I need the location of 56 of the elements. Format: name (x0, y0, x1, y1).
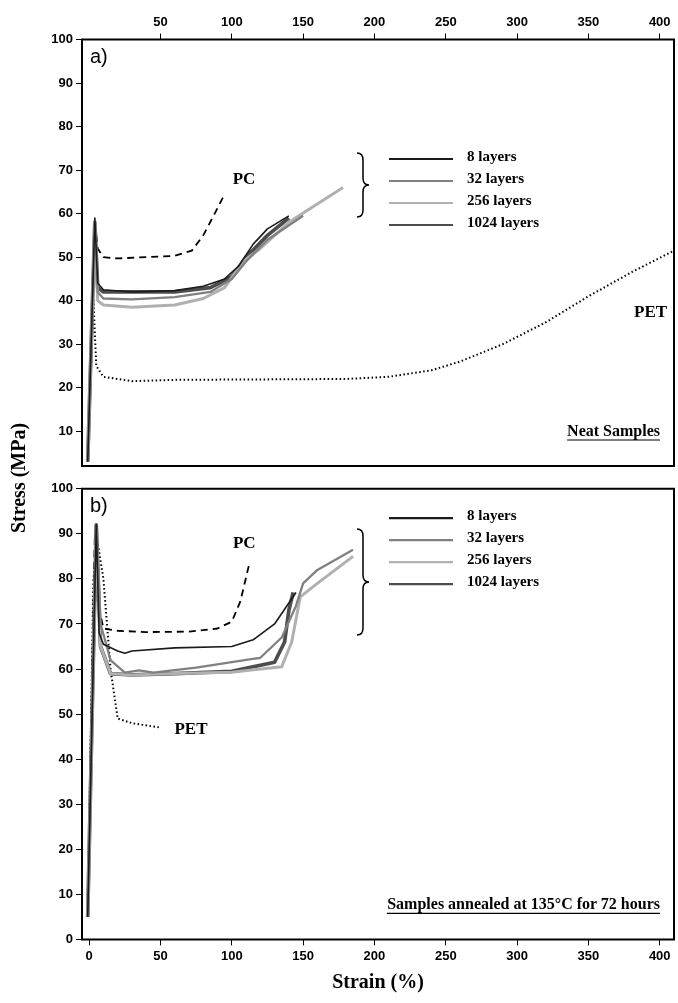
x-tick-label: 400 (648, 947, 671, 963)
y-tick-label: 20 (58, 379, 73, 395)
legend-label: 8 layers (467, 506, 517, 523)
x-tick-label: 350 (577, 14, 600, 30)
x-tick-label: 350 (577, 947, 600, 963)
legend-label: 8 layers (467, 147, 517, 164)
series-label: PET (634, 302, 668, 322)
y-tick-label: 50 (58, 705, 73, 721)
y-tick-label: 60 (58, 660, 73, 676)
annotation: Neat Samples (567, 422, 660, 440)
y-tick-label: 10 (58, 422, 73, 438)
x-tick-label: 100 (220, 14, 243, 30)
annotation: a) (90, 45, 108, 68)
y-tick-label: 80 (58, 118, 73, 134)
series-label: PC (232, 169, 256, 189)
x-tick-label: 250 (434, 14, 457, 30)
y-tick-label: 20 (58, 840, 73, 856)
annotation: Samples annealed at 135°C for 72 hours (387, 895, 660, 914)
legend-label: 32 layers (467, 528, 525, 545)
series-label: PET (174, 719, 209, 739)
x-tick-label: 300 (506, 947, 528, 963)
y-tick-label: 100 (51, 31, 73, 47)
legend-label: 32 layers (467, 169, 525, 186)
legend-label: 1024 layers (467, 213, 540, 230)
x-tick-label: 250 (434, 947, 457, 963)
legend-label: 256 layers (467, 191, 532, 208)
y-tick-label: 40 (58, 292, 73, 308)
y-tick-label: 70 (58, 161, 73, 177)
y-tick-label: 30 (58, 335, 73, 351)
y-tick-label: 100 (51, 480, 73, 496)
y-tick-label: 40 (58, 750, 73, 766)
y-tick-label: 80 (58, 570, 73, 586)
y-tick-label: 0 (65, 930, 73, 946)
x-tick-label: 100 (220, 947, 243, 963)
x-tick-label: 0 (85, 947, 93, 963)
annotation: b) (90, 494, 108, 517)
x-tick-label: 50 (153, 947, 168, 963)
x-axis-title: Strain (%) (332, 970, 424, 994)
x-tick-label: 150 (292, 14, 314, 30)
y-tick-label: 10 (58, 885, 73, 901)
y-tick-label: 90 (58, 74, 73, 90)
y-tick-label: 90 (58, 525, 73, 541)
series-label: PC (232, 532, 256, 552)
y-tick-label: 70 (58, 615, 73, 631)
x-tick-label: 150 (292, 947, 314, 963)
x-tick-label: 50 (153, 14, 168, 30)
y-tick-label: 50 (58, 248, 73, 264)
y-tick-label: 30 (58, 795, 73, 811)
y-axis-title: Stress (MPa) (6, 422, 30, 534)
x-tick-label: 200 (363, 947, 386, 963)
legend-label: 256 layers (467, 550, 532, 567)
y-tick-label: 60 (58, 205, 73, 221)
x-tick-label: 300 (506, 14, 528, 30)
legend-label: 1024 layers (467, 572, 540, 589)
x-tick-label: 400 (648, 14, 671, 30)
x-tick-label: 200 (363, 14, 386, 30)
